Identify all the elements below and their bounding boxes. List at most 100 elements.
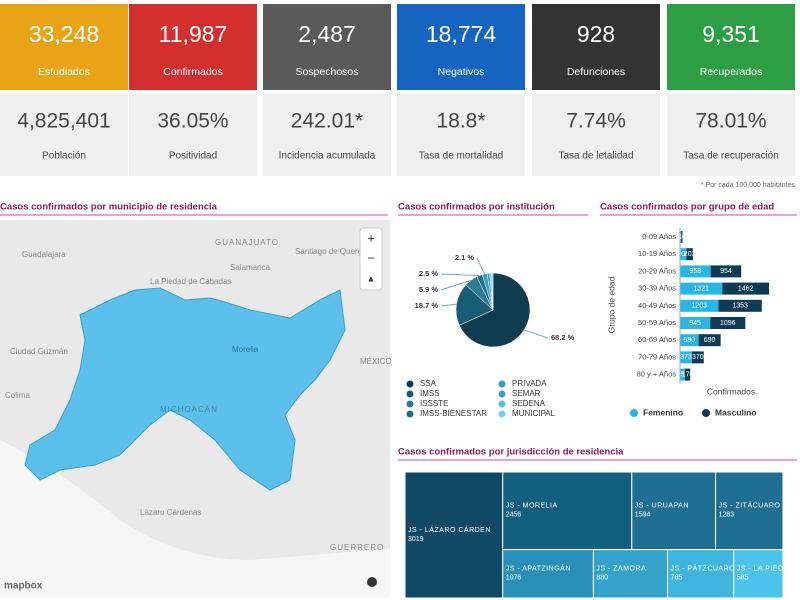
- bar-value-label: 170: [682, 371, 694, 378]
- legend-swatch: [498, 390, 506, 398]
- treemap-cell: [592, 549, 669, 599]
- treemap-cell: [502, 471, 633, 551]
- rate-label: Tasa de mortalidad: [419, 151, 504, 162]
- rate-value: 18.8*: [436, 110, 485, 133]
- map-place: Morelia: [232, 345, 259, 354]
- legend-label: MUNICIPAL: [512, 409, 556, 418]
- legend-label: SEMAR: [512, 389, 541, 398]
- kpi-card: [397, 4, 525, 90]
- bar-segment: [680, 299, 719, 312]
- pie-slice: [491, 272, 494, 311]
- bar-segment: [680, 368, 685, 381]
- section-title: Casos confirmados por institución: [398, 202, 555, 213]
- section-title: Casos confirmados por jurisdicción de re…: [398, 447, 624, 458]
- legend-swatch: [702, 409, 710, 417]
- bar-value-label: 370: [692, 354, 704, 361]
- rate-value: 36.05%: [157, 110, 228, 133]
- rate-value: 242.01*: [291, 110, 363, 133]
- legend-label: ISSSTE: [420, 399, 448, 408]
- kpi-card: [532, 4, 660, 90]
- leader-line: [476, 257, 486, 275]
- bar-segment: [718, 299, 762, 312]
- bar-value-label: 200: [677, 251, 689, 258]
- treemap-label: JS - ZITÁCUARO: [719, 501, 781, 510]
- map-place: Guadalajara: [22, 250, 66, 259]
- rate-label: Tasa de recuperación: [683, 151, 779, 162]
- legend-label: SSA: [420, 379, 437, 388]
- pie-label: 18.7 %: [415, 301, 439, 310]
- rate-card: [397, 94, 525, 176]
- zoom-control[interactable]: [359, 227, 383, 291]
- leader-line: [523, 329, 549, 339]
- kpi-label: Confirmados: [163, 66, 223, 78]
- rate-label: Incidencia acumulada: [279, 151, 376, 162]
- bar-segment: [710, 265, 742, 278]
- rate-card: [532, 94, 660, 176]
- kpi-value: 11,987: [159, 21, 228, 47]
- zoom-in-icon[interactable]: +: [367, 230, 375, 245]
- pie-slice: [458, 272, 531, 348]
- section-title: Casos confirmados por municipio de resid…: [0, 202, 218, 213]
- y-tick-label: 10-19 Años: [638, 249, 676, 258]
- treemap-cell: [733, 549, 784, 599]
- bar-segment: [680, 317, 711, 329]
- legend-label: IMSS-BIENESTAR: [420, 409, 487, 418]
- map-place: MICHOACÁN: [160, 405, 218, 414]
- pie-label: 2.5 %: [419, 269, 439, 278]
- map-place: Colima: [5, 391, 30, 400]
- treemap-value: 585: [737, 575, 749, 582]
- rate-label: Población: [42, 151, 86, 162]
- bar-value-label: 958: [689, 268, 701, 275]
- legend-swatch: [630, 409, 638, 417]
- rate-label: Positividad: [169, 151, 217, 162]
- rate-card: [263, 94, 391, 176]
- treemap-cell: [667, 549, 735, 599]
- pie-slice: [455, 284, 494, 326]
- treemap-value: 3019: [408, 536, 424, 543]
- legend-swatch: [498, 380, 506, 388]
- kpi-label: Recuperados: [700, 66, 762, 78]
- legend-label: Masculino: [715, 407, 757, 417]
- bar-segment: [680, 351, 692, 364]
- kpi-value: 9,351: [702, 21, 760, 47]
- bar-segment: [681, 231, 683, 243]
- compass-icon[interactable]: ▲: [367, 273, 376, 283]
- legend-label: IMSS: [420, 389, 440, 398]
- treemap-label: JS - LA PIEDAD: [737, 566, 795, 573]
- treemap-cell: [404, 471, 504, 599]
- bar-value-label: 1462: [738, 285, 754, 292]
- kpi-value: 928: [577, 21, 615, 47]
- bar-segment: [680, 334, 699, 347]
- bar-value-label: 1321: [693, 285, 709, 292]
- x-axis-title: Confirmados: [707, 386, 755, 396]
- treemap-label: JS - URUAPAN: [635, 503, 689, 510]
- treemap-value: 1076: [506, 575, 522, 582]
- legend-swatch: [498, 410, 506, 418]
- y-tick-label: 50-59 Años: [638, 318, 676, 327]
- treemap-label: JS - MORELIA: [506, 503, 558, 510]
- rate-value: 4,825,401: [17, 110, 110, 133]
- rate-value: 7.74%: [566, 110, 626, 133]
- zoom-out-icon[interactable]: −: [367, 250, 375, 265]
- pie-label: 68.2 %: [551, 333, 575, 342]
- bar-value-label: 1096: [720, 320, 736, 327]
- treemap-value: 785: [671, 575, 683, 582]
- legend-swatch: [406, 400, 414, 408]
- map-place: Ciudad Guzmán: [10, 347, 68, 356]
- state-shape: [24, 287, 346, 491]
- kpi-label: Negativos: [438, 66, 485, 78]
- bar-segment: [710, 317, 746, 329]
- bar-value-label: 690: [704, 337, 716, 344]
- info-icon[interactable]: [367, 577, 377, 587]
- legend-swatch: [406, 380, 414, 388]
- bar-segment: [722, 282, 770, 295]
- y-tick-label: 80 y + Años: [637, 370, 677, 379]
- rate-card: [667, 94, 795, 176]
- y-tick-label: 20-29 Años: [638, 266, 676, 275]
- bar-value-label: 203: [684, 251, 696, 258]
- kpi-value: 2,487: [298, 21, 356, 47]
- treemap-value: 1594: [635, 512, 651, 519]
- bar-value-label: 945: [689, 320, 701, 327]
